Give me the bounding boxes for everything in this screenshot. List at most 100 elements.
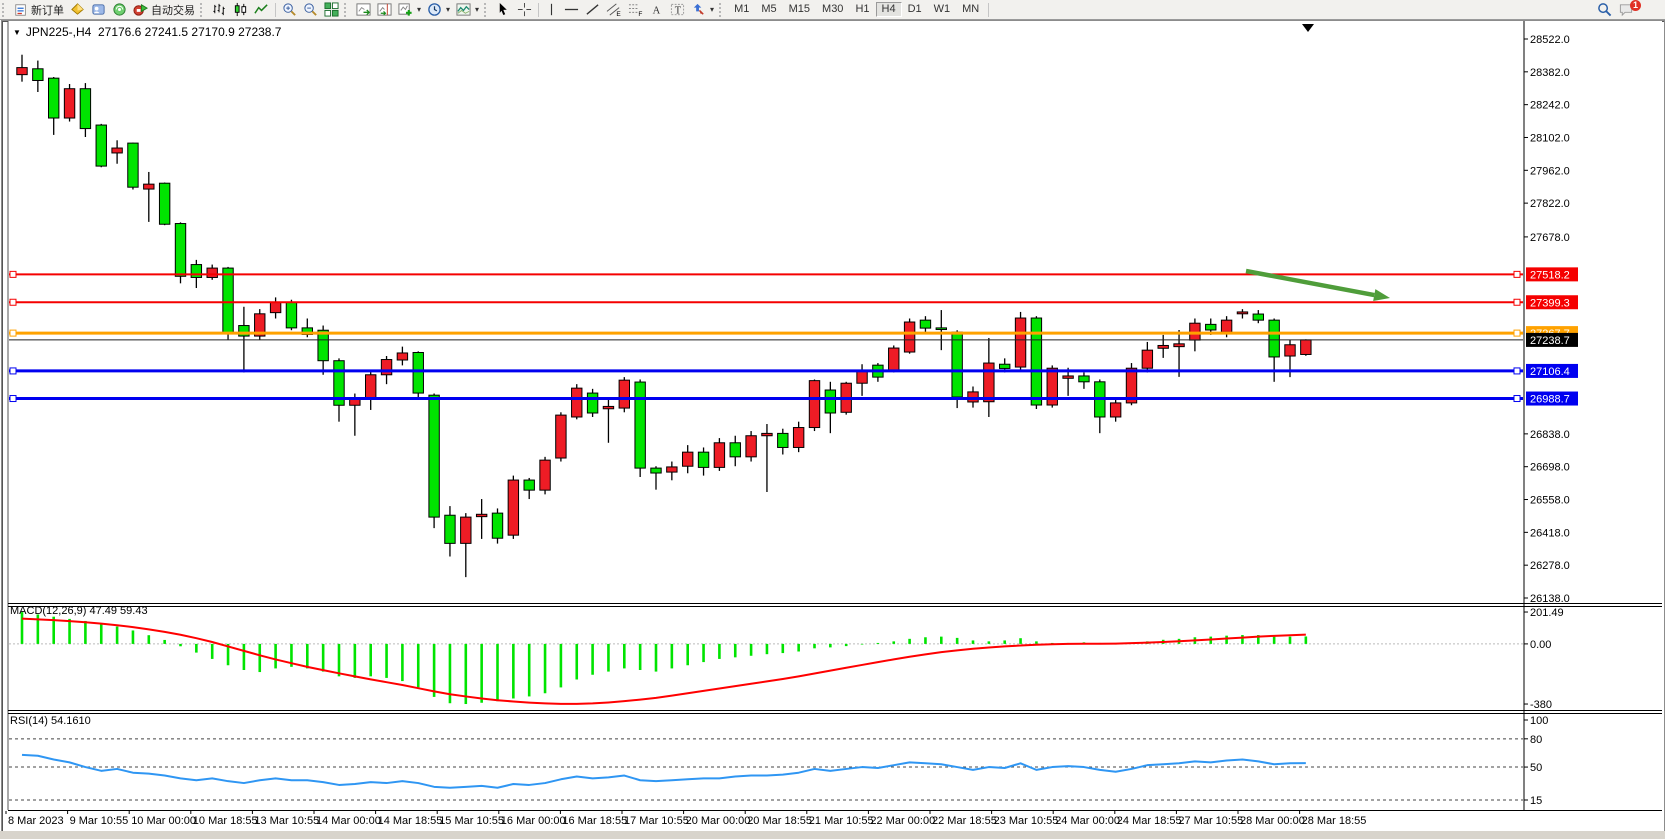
search-button[interactable] — [1594, 1, 1615, 18]
svg-text:-380: -380 — [1530, 699, 1552, 711]
time-axis-label: 17 Mar 10:55 — [624, 815, 689, 827]
crosshair-tool-button[interactable] — [514, 1, 535, 18]
line-price-label — [1526, 391, 1578, 406]
svg-text:26838.0: 26838.0 — [1530, 429, 1570, 441]
terminal-button[interactable] — [88, 1, 109, 18]
chart-ohlc-values: 27176.6 27241.5 27170.9 27238.7 — [97, 25, 282, 39]
search-icon — [1598, 3, 1612, 17]
channel-tool-button[interactable]: E — [603, 1, 625, 18]
chart-shift-marker[interactable] — [1302, 24, 1314, 32]
add-indicator-button[interactable]: ▾ — [395, 1, 424, 18]
time-axis-label: 14 Mar 18:55 — [378, 815, 443, 827]
toolbar-separator — [988, 2, 990, 17]
autoscroll-button[interactable] — [353, 1, 374, 18]
time-axis-label: 14 Mar 00:00 — [316, 815, 381, 827]
time-axis-label: 20 Mar 00:00 — [686, 815, 751, 827]
pane-borders — [7, 21, 1662, 827]
template-button[interactable]: ▾ — [453, 1, 482, 18]
line-handle[interactable] — [9, 298, 17, 306]
chart-shift-icon — [377, 3, 392, 16]
trend-arrow[interactable] — [1245, 268, 1390, 301]
text-icon: A — [653, 5, 661, 16]
crosshair-icon — [517, 2, 532, 17]
time-axis-label: 16 Mar 18:55 — [562, 815, 627, 827]
time-axis-label: 24 Mar 00:00 — [1055, 815, 1120, 827]
line-handle[interactable] — [1513, 395, 1521, 403]
svg-text:27106.4: 27106.4 — [1530, 366, 1570, 378]
horizontal-line-tool-button[interactable] — [561, 1, 582, 18]
tab-timeframe-m5[interactable]: M5 — [761, 3, 777, 15]
svg-text:15: 15 — [1530, 795, 1542, 807]
notifications-button[interactable]: 1 — [1615, 0, 1651, 18]
toolbar-grip[interactable] — [719, 2, 724, 17]
svg-text:80: 80 — [1530, 734, 1542, 746]
trendline-tool-button[interactable] — [582, 1, 603, 18]
svg-text:27678.0: 27678.0 — [1530, 232, 1570, 244]
fibonacci-tool-button[interactable]: F — [625, 1, 647, 18]
zoom-out-button[interactable] — [300, 1, 321, 18]
chart-title-dropdown-icon[interactable]: ▼ — [13, 28, 21, 37]
zoom-in-button[interactable] — [279, 1, 300, 18]
tab-timeframe-h1[interactable]: H1 — [855, 3, 870, 15]
candlestick-chart-button[interactable] — [230, 1, 251, 18]
terminal-icon — [92, 4, 105, 15]
cursor-tool-button[interactable] — [493, 1, 514, 18]
macd-signal-line — [21, 617, 1306, 705]
chart-shift-button[interactable] — [374, 1, 395, 18]
tester-button[interactable] — [67, 1, 88, 18]
time-axis-label: 22 Mar 00:00 — [870, 815, 935, 827]
svg-text:26558.0: 26558.0 — [1530, 495, 1570, 507]
macd-indicator-label: MACD(12,26,9) 47.49 59.43 — [10, 605, 148, 617]
toolbar-grip[interactable] — [200, 2, 205, 17]
time-axis-label: 28 Mar 18:55 — [1302, 815, 1367, 827]
chart-title[interactable]: ▼ JPN225-,H4 27176.6 27241.5 27170.9 2723… — [13, 25, 281, 39]
time-axis-label: 13 Mar 10:55 — [254, 815, 319, 827]
svg-text:27518.2: 27518.2 — [1530, 269, 1570, 281]
line-handle[interactable] — [9, 270, 17, 278]
line-handle[interactable] — [1513, 329, 1521, 337]
line-handle[interactable] — [1513, 270, 1521, 278]
toolbar-grip[interactable] — [484, 2, 489, 17]
line-handle[interactable] — [1513, 298, 1521, 306]
text-tool-button[interactable]: A — [647, 1, 667, 18]
line-handle[interactable] — [9, 395, 17, 403]
equidistant-channel-icon: E — [606, 3, 621, 17]
dropdown-caret: ▾ — [417, 5, 422, 14]
time-axis-label: 15 Mar 10:55 — [439, 815, 504, 827]
line-chart-button[interactable] — [251, 1, 272, 18]
line-handle[interactable] — [9, 367, 17, 375]
tab-timeframe-w1[interactable]: W1 — [933, 3, 951, 15]
line-handle[interactable] — [1513, 367, 1521, 375]
text-label-tool-button[interactable]: T — [667, 1, 688, 18]
tab-timeframe-mn[interactable]: MN — [962, 3, 980, 15]
time-axis-label: 16 Mar 00:00 — [501, 815, 566, 827]
autotrading-button[interactable]: 自动交易 — [130, 1, 198, 18]
line-handle[interactable] — [9, 329, 17, 337]
arrows-tool-button[interactable]: ▾ — [688, 1, 717, 18]
tab-timeframe-h4[interactable]: H4 — [875, 2, 902, 17]
signals-icon — [113, 3, 126, 16]
line-price-label — [1526, 267, 1578, 282]
toolbar-grip[interactable] — [2, 2, 7, 17]
tab-timeframe-m30[interactable]: M30 — [822, 3, 844, 15]
new-order-button[interactable]: 新订单 — [11, 1, 67, 18]
tab-timeframe-m15[interactable]: M15 — [788, 3, 811, 15]
notification-badge: 1 — [1630, 0, 1641, 11]
toolbar-grip[interactable] — [344, 2, 349, 17]
periods-button[interactable]: ▾ — [424, 1, 453, 18]
autoscroll-icon — [356, 3, 371, 16]
bar-chart-button[interactable] — [209, 1, 230, 18]
svg-text:F: F — [638, 11, 642, 17]
vertical-line-tool-button[interactable] — [542, 1, 561, 18]
signals-button[interactable] — [109, 1, 130, 18]
add-indicator-icon — [398, 3, 412, 16]
tab-timeframe-d1[interactable]: D1 — [907, 3, 922, 15]
time-axis-label: 10 Mar 18:55 — [193, 815, 258, 827]
tile-windows-button[interactable] — [321, 1, 342, 18]
rsi-line — [21, 753, 1306, 789]
autotrading-icon — [133, 3, 148, 16]
tab-timeframe-m1[interactable]: M1 — [734, 3, 750, 15]
